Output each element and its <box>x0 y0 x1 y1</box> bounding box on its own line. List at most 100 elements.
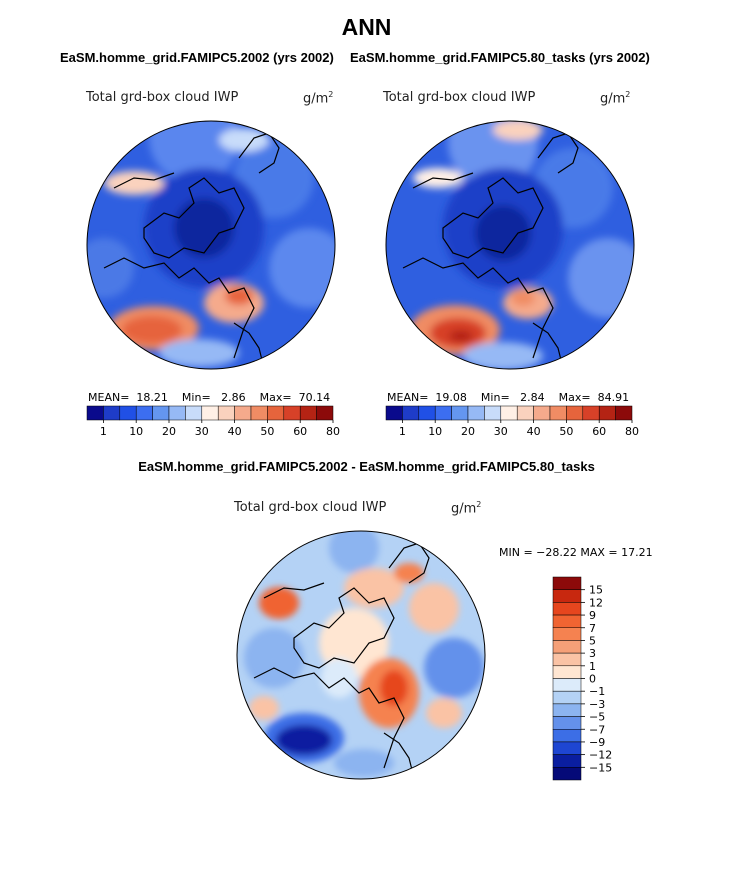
colorbar-swatch <box>552 602 582 616</box>
colorbar-tick-label: 5 <box>589 634 596 647</box>
colorbar-tick-label: 80 <box>326 425 340 438</box>
figure-title: ANN <box>341 14 392 40</box>
panel-2-max-value: 84.91 <box>597 391 630 404</box>
colorbar-swatch <box>552 729 582 743</box>
colorbar-tick-label: −9 <box>589 736 605 749</box>
colorbar-swatch <box>552 576 582 590</box>
colorbar-tick-label: 7 <box>589 622 596 635</box>
colorbar-swatch <box>267 405 285 421</box>
colorbar-tick-label: 50 <box>559 425 573 438</box>
panel-1-variable-label: Total grd-box cloud IWP <box>86 90 239 105</box>
panel-1-min-label: Min= <box>181 391 211 404</box>
colorbar-tick-label: −3 <box>589 698 605 711</box>
panel-1-stats: MEAN= 18.21 Min= 2.86 Max= 70.14 <box>88 391 330 404</box>
colorbar-tick-label: 40 <box>228 425 242 438</box>
colorbar-swatch <box>418 405 436 421</box>
colorbar-tick-label: 10 <box>129 425 143 438</box>
colorbar-swatch <box>185 405 203 421</box>
colorbar-tick-label: 1 <box>100 425 107 438</box>
panel-1-polar-map <box>86 120 336 370</box>
colorbar-swatch <box>598 405 616 421</box>
panel-2-units: g/m2 <box>600 90 631 107</box>
panel-1-min-value: 2.86 <box>221 391 246 404</box>
panel-2-case-title: EaSM.homme_grid.FAMIPC5.80_tasks (yrs 20… <box>350 50 650 65</box>
panel-1-max-value: 70.14 <box>298 391 331 404</box>
colorbar-swatch <box>552 767 582 781</box>
colorbar-swatch <box>86 405 104 421</box>
colorbar-swatch <box>402 405 420 421</box>
colorbar-swatch <box>299 405 317 421</box>
panel-1-mean-value: 18.21 <box>136 391 168 404</box>
colorbar-tick-label: 1 <box>589 660 596 673</box>
panel-1-mean-label: MEAN= <box>88 391 130 404</box>
panel-2-field <box>386 121 634 369</box>
colorbar-tick-label: 40 <box>527 425 541 438</box>
diff-title: EaSM.homme_grid.FAMIPC5.2002 - EaSM.homm… <box>138 459 595 474</box>
colorbar-swatch <box>552 652 582 667</box>
panel-1-colorbar: 1 10 20 30 40 50 60 80 <box>86 405 340 438</box>
colorbar-tick-label: 9 <box>589 609 596 622</box>
panel-2-coastlines <box>402 132 579 369</box>
colorbar-tick-label: 60 <box>293 425 307 438</box>
colorbar-swatch <box>283 405 301 421</box>
panel-2-min-label: Min= <box>480 391 510 404</box>
diff-variable-label: Total grd-box cloud IWP <box>234 500 387 515</box>
panel-1-max-label: Max= <box>259 391 292 404</box>
colorbar-tick-label: −15 <box>589 761 612 774</box>
colorbar-swatch <box>549 405 567 421</box>
colorbar-swatch <box>434 405 452 421</box>
colorbar-swatch <box>552 690 582 705</box>
colorbar-tick-label: 12 <box>589 596 603 609</box>
panel-1-case-title: EaSM.homme_grid.FAMIPC5.2002 (yrs 2002) <box>60 50 334 65</box>
colorbar-tick-label: 1 <box>399 425 406 438</box>
colorbar-swatch <box>552 741 582 755</box>
colorbar-tick-label: 3 <box>589 647 596 660</box>
colorbar-swatch <box>168 405 186 421</box>
colorbar-swatch <box>552 627 582 641</box>
diff-stats: MIN = −28.22 MAX = 17.21 <box>499 546 653 559</box>
colorbar-swatch <box>552 678 582 692</box>
colorbar-tick-label: −12 <box>589 749 612 762</box>
colorbar-tick-label: −1 <box>589 685 605 698</box>
colorbar-swatch <box>516 405 534 421</box>
colorbar-swatch <box>552 614 582 628</box>
colorbar-swatch <box>484 405 502 421</box>
colorbar-swatch <box>552 665 582 679</box>
colorbar-tick-label: 60 <box>592 425 606 438</box>
colorbar-tick-label: 20 <box>162 425 176 438</box>
panel-2-min-value: 2.84 <box>520 391 545 404</box>
colorbar-swatch <box>566 405 584 421</box>
colorbar-tick-label: −5 <box>589 711 605 724</box>
colorbar-swatch <box>500 405 518 421</box>
colorbar-swatch <box>201 405 219 421</box>
panel-2-colorbar: 1 10 20 30 40 50 60 80 <box>385 405 639 438</box>
colorbar-tick-label: 10 <box>428 425 442 438</box>
panel-2-variable-label: Total grd-box cloud IWP <box>383 90 536 105</box>
colorbar-swatch <box>250 405 268 421</box>
colorbar-swatch <box>152 405 170 421</box>
colorbar-swatch <box>316 405 334 421</box>
colorbar-swatch <box>582 405 600 421</box>
colorbar-tick-label: 50 <box>260 425 274 438</box>
colorbar-tick-label: 20 <box>461 425 475 438</box>
colorbar-swatch <box>135 405 153 421</box>
colorbar-swatch <box>103 405 121 421</box>
colorbar-tick-label: 0 <box>589 673 596 686</box>
panel-2-max-label: Max= <box>558 391 591 404</box>
colorbar-swatch <box>552 754 582 768</box>
colorbar-swatch <box>217 405 235 421</box>
panel-2-mean-label: MEAN= <box>387 391 429 404</box>
colorbar-swatch <box>234 405 252 421</box>
colorbar-swatch <box>533 405 551 421</box>
diff-units: g/m2 <box>451 500 482 517</box>
colorbar-tick-label: −7 <box>589 723 605 736</box>
panel-2-stats: MEAN= 19.08 Min= 2.84 Max= 84.91 <box>387 391 629 404</box>
colorbar-tick-label: 30 <box>195 425 209 438</box>
diff-field <box>237 531 485 779</box>
colorbar-tick-label: 80 <box>625 425 639 438</box>
panel-1-units: g/m2 <box>303 90 334 107</box>
panel-2-polar-map <box>385 120 635 370</box>
colorbar-swatch <box>552 716 582 730</box>
colorbar-tick-label: 15 <box>589 584 603 597</box>
